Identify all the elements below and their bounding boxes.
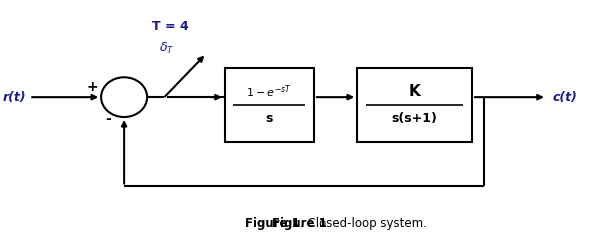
Text: . Closed-loop system.: . Closed-loop system. <box>300 217 426 230</box>
Text: r(t): r(t) <box>3 91 26 104</box>
Text: s(s+1): s(s+1) <box>392 112 437 125</box>
Text: Figure 1: Figure 1 <box>272 217 327 230</box>
Text: K: K <box>409 84 420 99</box>
Text: Figure 1: Figure 1 <box>245 217 300 230</box>
Text: -: - <box>105 112 111 126</box>
Bar <box>225 68 314 142</box>
Text: T = 4: T = 4 <box>152 20 189 33</box>
Text: s: s <box>265 112 273 125</box>
Text: $\delta_T$: $\delta_T$ <box>159 41 175 56</box>
Bar <box>357 68 472 142</box>
Text: c(t): c(t) <box>552 91 577 104</box>
Text: +: + <box>87 80 98 94</box>
Text: $1-e^{-sT}$: $1-e^{-sT}$ <box>246 83 292 100</box>
